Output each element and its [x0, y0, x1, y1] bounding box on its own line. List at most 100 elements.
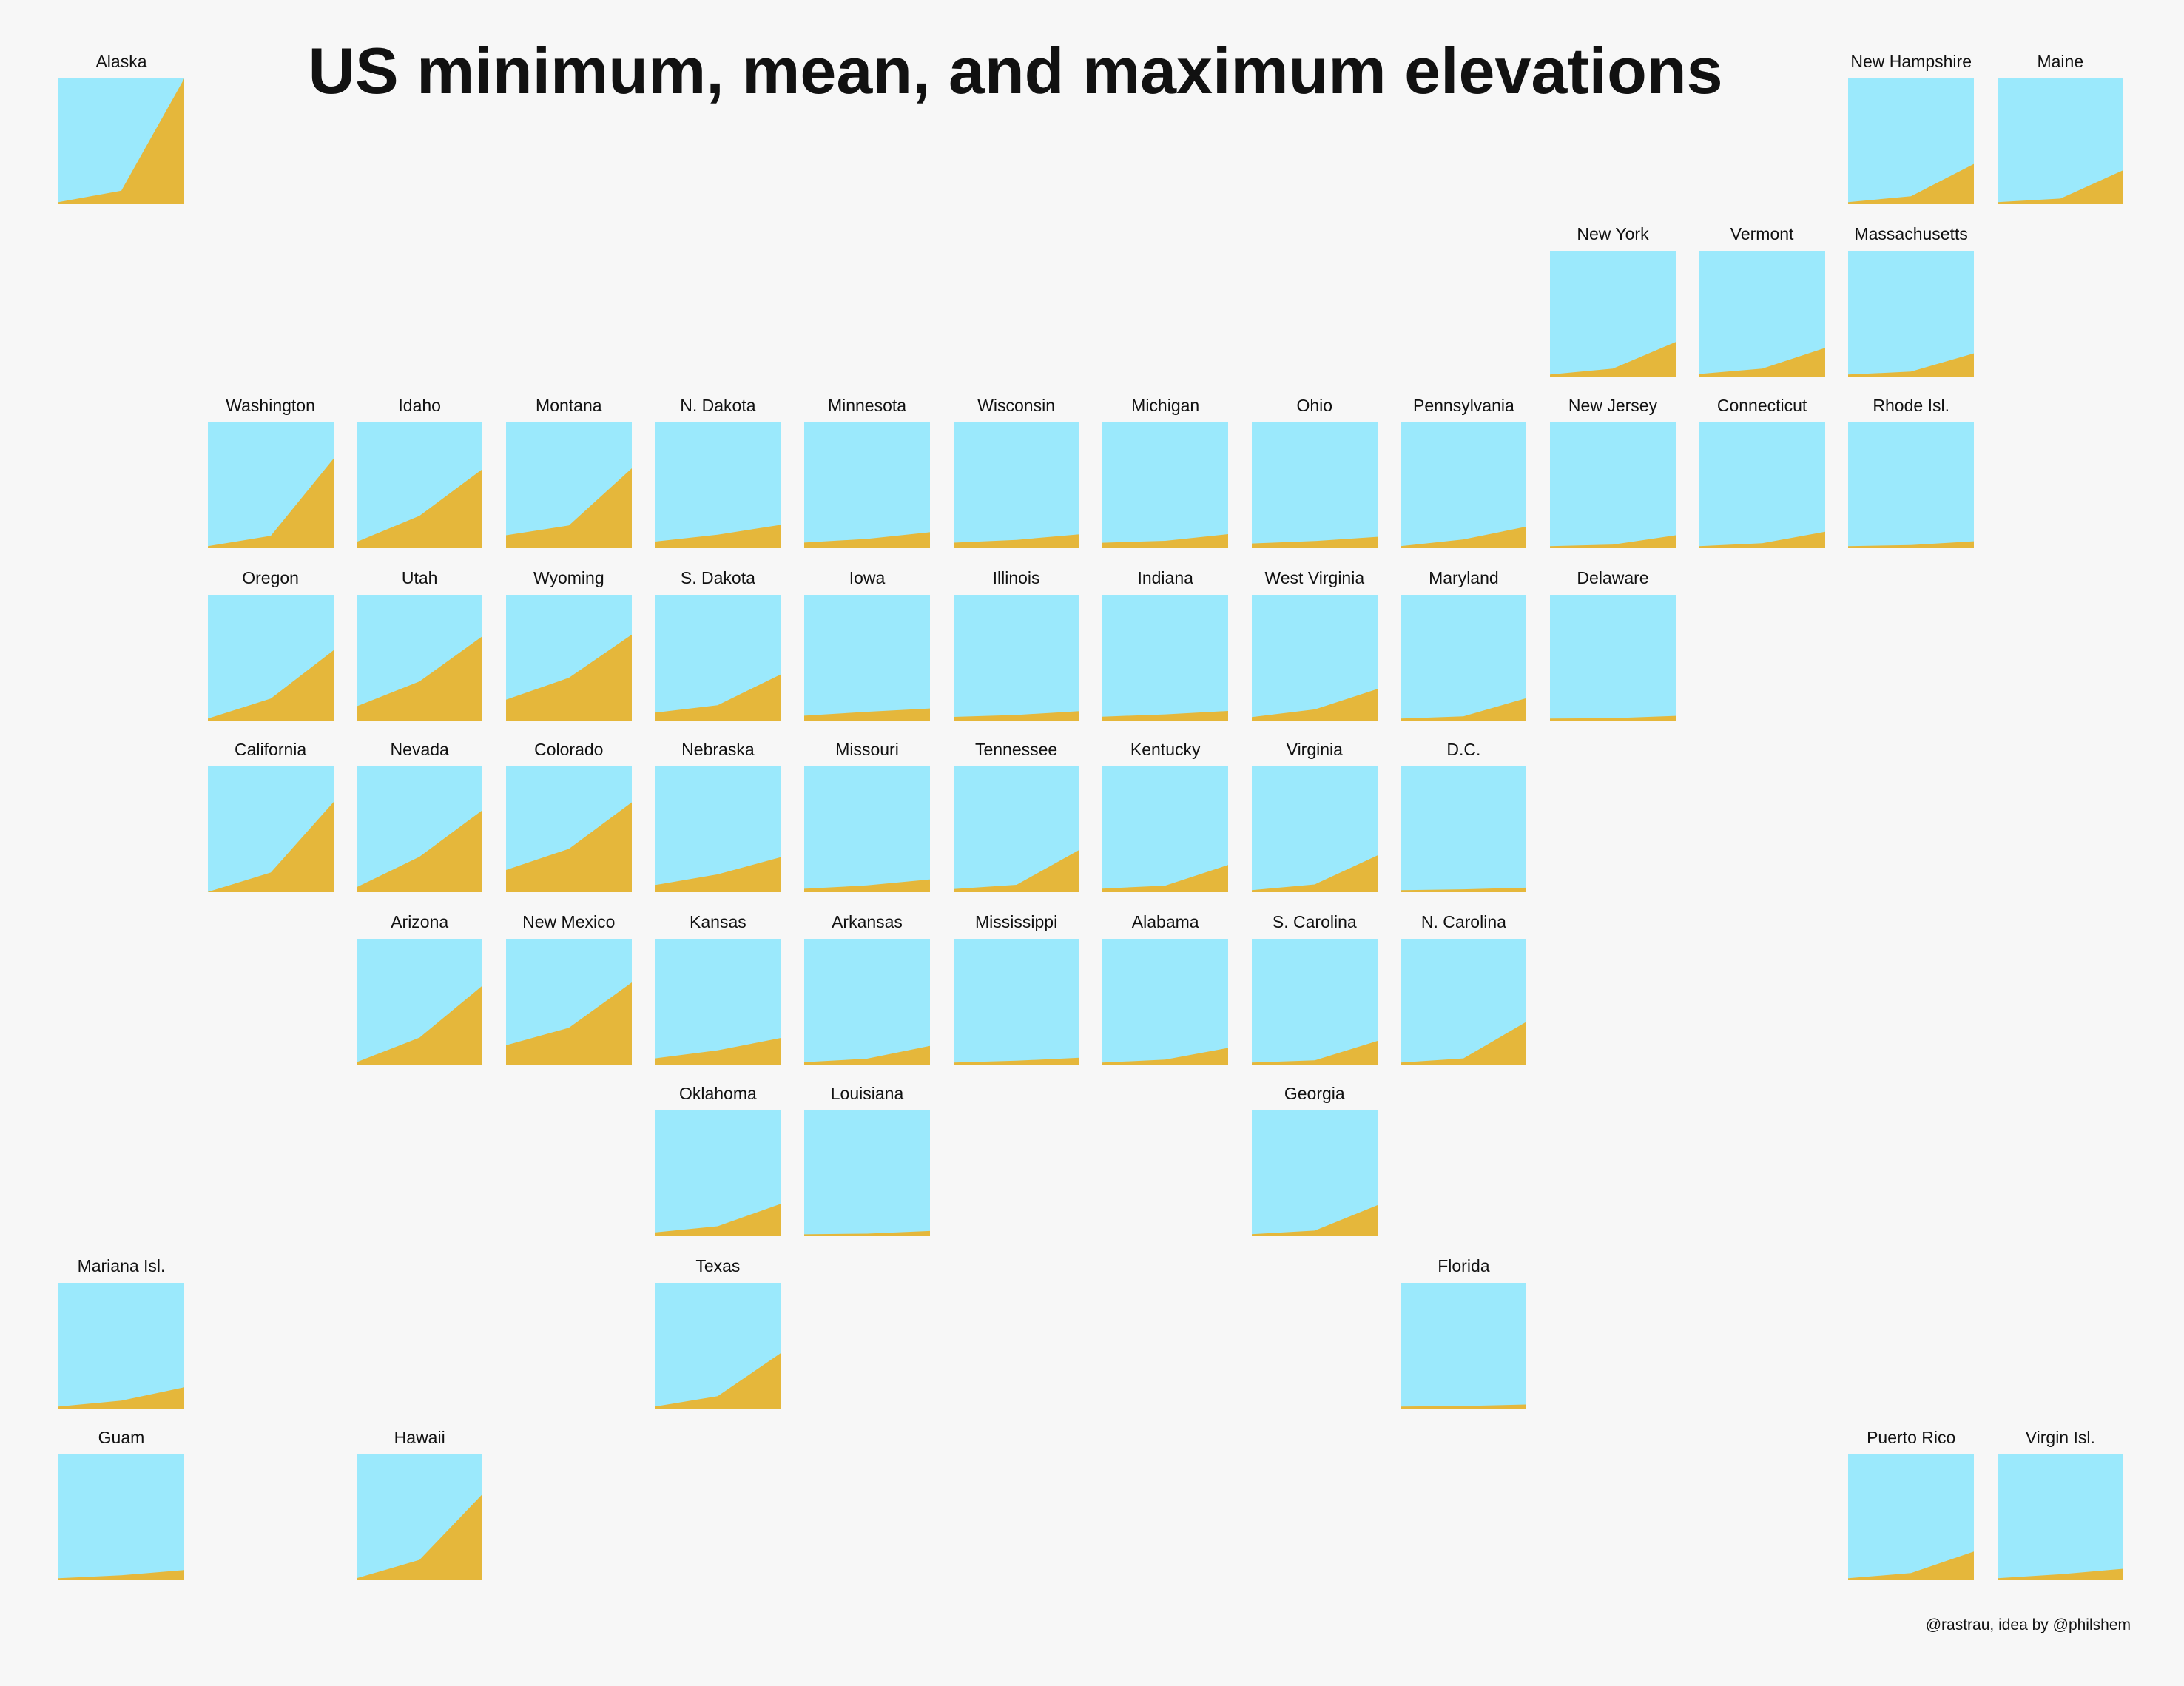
tile-label: Vermont	[1730, 223, 1794, 243]
elevation-area	[1848, 353, 1975, 377]
elevation-plot	[1401, 938, 1527, 1065]
elevation-plot	[505, 766, 632, 892]
elevation-area	[953, 849, 1079, 892]
elevation-plot	[804, 422, 930, 548]
elevation-plot	[58, 1454, 184, 1580]
elevation-area	[1699, 531, 1825, 548]
elevation-plot	[1251, 422, 1378, 548]
elevation-plot	[357, 1454, 483, 1580]
sky-area	[953, 938, 1079, 1065]
tile-label: Oklahoma	[678, 1084, 757, 1103]
elevation-area	[1102, 865, 1229, 892]
elevation-area	[1550, 535, 1676, 548]
tile-label: Washington	[226, 396, 315, 415]
sky-area	[1699, 422, 1825, 548]
tile-label: Puerto Rico	[1867, 1428, 1956, 1447]
chart-title: US minimum, mean, and maximum elevations	[308, 34, 1723, 107]
elevation-plot	[953, 938, 1079, 1065]
elevation-area	[1102, 710, 1229, 721]
elevation-area	[953, 710, 1079, 721]
sky-area	[804, 766, 930, 892]
elevation-area	[655, 674, 781, 721]
elevation-plot	[1997, 78, 2123, 204]
elevation-plot	[953, 766, 1079, 892]
sky-area	[1550, 594, 1676, 721]
tile-label: Arkansas	[832, 911, 903, 931]
elevation-area	[804, 879, 930, 892]
elevation-plot	[953, 422, 1079, 548]
tile-label: Montana	[536, 396, 602, 415]
elevation-area	[1102, 1048, 1229, 1065]
elevation-area	[1550, 715, 1676, 721]
elevation-area	[1401, 1021, 1527, 1065]
elevation-plot	[207, 594, 334, 721]
tile-label: Virgin Isl.	[2025, 1428, 2095, 1447]
sky-area	[1550, 422, 1676, 548]
tile-label: New Mexico	[522, 911, 616, 931]
elevation-area	[1550, 341, 1676, 377]
elevation-area	[1251, 1040, 1378, 1065]
sky-area	[1102, 422, 1229, 548]
credit-text: @rastrau, idea by @philshem	[1925, 1616, 2131, 1633]
sky-area	[1102, 938, 1229, 1065]
tile-label: Mariana Isl.	[77, 1255, 166, 1275]
elevation-plot	[655, 938, 781, 1065]
elevation-area	[357, 635, 483, 721]
elevation-plot	[1102, 594, 1229, 721]
elevation-area	[1401, 526, 1527, 548]
elevation-area	[1401, 1404, 1527, 1409]
elevation-plot	[1251, 766, 1378, 892]
tile-label: Ohio	[1296, 396, 1333, 415]
elevation-area	[505, 634, 632, 721]
elevation-plot	[655, 766, 781, 892]
elevation-plot	[1848, 422, 1975, 548]
sky-area	[1401, 594, 1527, 721]
elevation-area	[1997, 1568, 2123, 1580]
elevation-plot	[655, 594, 781, 721]
elevation-plot	[1550, 250, 1676, 377]
tile-label: Virginia	[1286, 740, 1343, 759]
sky-area	[804, 422, 930, 548]
elevation-plot	[1550, 422, 1676, 548]
elevation-plot	[207, 766, 334, 892]
elevation-area	[1251, 536, 1378, 548]
tile-label: Oregon	[242, 567, 299, 587]
elevation-plot	[953, 594, 1079, 721]
tile-label: Idaho	[398, 396, 441, 415]
elevation-area	[58, 78, 184, 204]
elevation-area	[1251, 688, 1378, 721]
elevation-area	[58, 1570, 184, 1580]
tile-label: Georgia	[1284, 1084, 1345, 1103]
elevation-area	[1401, 887, 1527, 892]
elevation-plot	[655, 422, 781, 548]
elevation-plot	[357, 594, 483, 721]
tile-label: Texas	[695, 1255, 741, 1275]
tile-label: S. Carolina	[1272, 911, 1357, 931]
sky-area	[804, 1110, 930, 1236]
elevation-plot	[1699, 250, 1825, 377]
tile-label: S. Dakota	[680, 567, 755, 587]
elevation-plot	[1401, 422, 1527, 548]
sky-area	[1401, 1282, 1527, 1409]
tile-label: Tennessee	[974, 740, 1058, 759]
elevation-plot	[505, 938, 632, 1065]
elevation-area	[505, 802, 632, 892]
elevation-plot	[655, 1282, 781, 1409]
tile-label: Kansas	[690, 911, 746, 931]
sky-area	[655, 422, 781, 548]
sky-area	[804, 938, 930, 1065]
elevation-area	[655, 1352, 781, 1409]
elevation-plot	[1102, 938, 1229, 1065]
elevation-plot	[1251, 938, 1378, 1065]
elevation-plot	[1102, 422, 1229, 548]
elevation-plot	[1848, 1454, 1975, 1580]
tile-label: Kentucky	[1130, 740, 1201, 759]
elevation-area	[207, 458, 334, 548]
elevation-area	[1848, 1551, 1975, 1580]
elevation-area	[357, 810, 483, 892]
elevation-plot	[505, 422, 632, 548]
elevation-plot	[58, 1282, 184, 1409]
elevation-area	[1848, 541, 1975, 548]
tile-label: Mississippi	[975, 911, 1058, 931]
elevation-plot	[58, 78, 184, 204]
